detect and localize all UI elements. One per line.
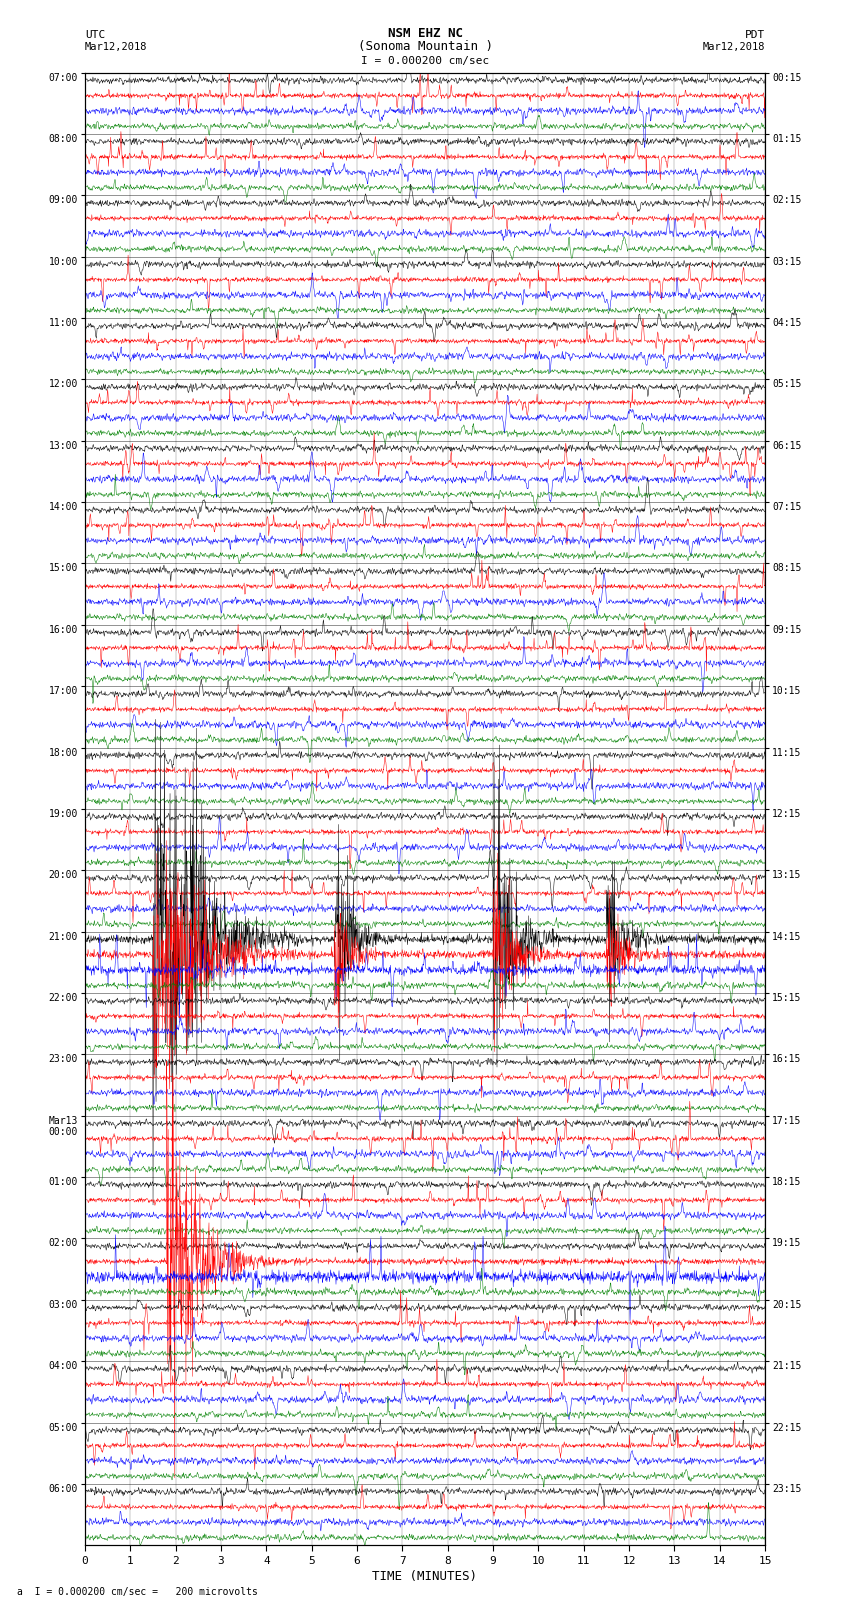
Text: I = 0.000200 cm/sec: I = 0.000200 cm/sec bbox=[361, 56, 489, 66]
Text: PDT: PDT bbox=[745, 31, 765, 40]
Text: UTC: UTC bbox=[85, 31, 105, 40]
Text: (Sonoma Mountain ): (Sonoma Mountain ) bbox=[358, 40, 492, 53]
Text: NSM EHZ NC: NSM EHZ NC bbox=[388, 27, 462, 40]
Text: Mar12,2018: Mar12,2018 bbox=[85, 42, 148, 52]
X-axis label: TIME (MINUTES): TIME (MINUTES) bbox=[372, 1569, 478, 1582]
Text: Mar12,2018: Mar12,2018 bbox=[702, 42, 765, 52]
Text: a  I = 0.000200 cm/sec =   200 microvolts: a I = 0.000200 cm/sec = 200 microvolts bbox=[17, 1587, 258, 1597]
